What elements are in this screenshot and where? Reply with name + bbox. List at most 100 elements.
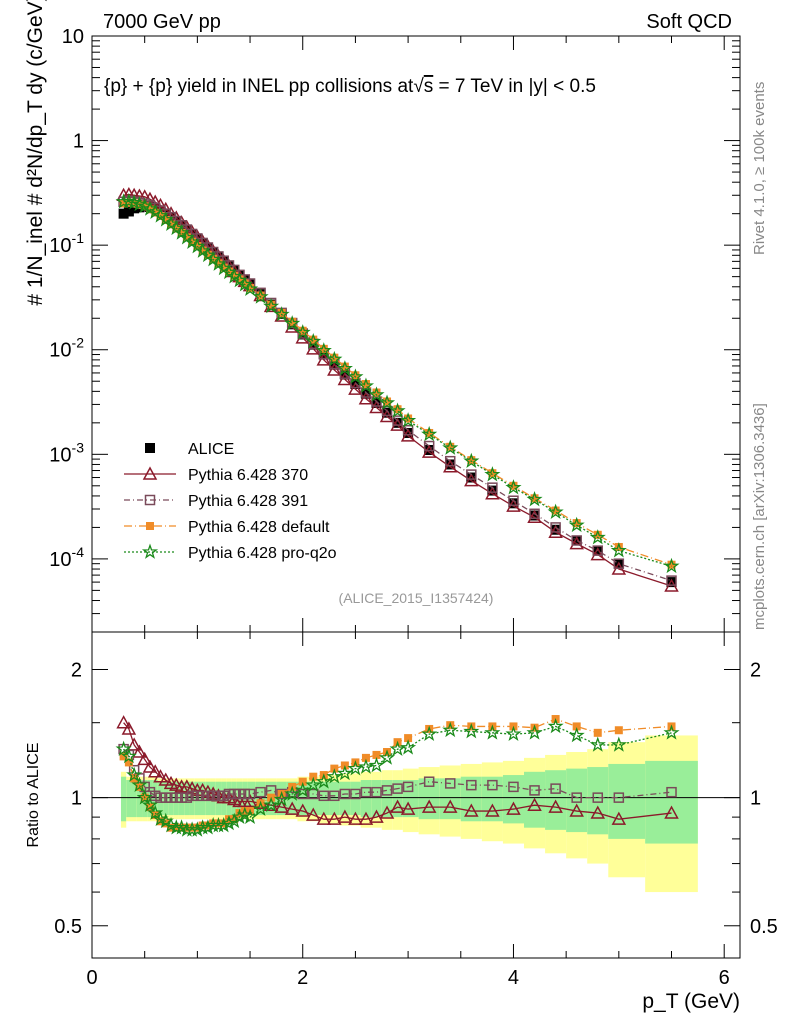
data-point [571, 535, 582, 546]
ratio-data-point [463, 723, 480, 739]
data-point [487, 485, 498, 496]
band-inner [286, 781, 298, 816]
data-point [425, 428, 434, 437]
ratio-data-point [147, 804, 164, 820]
ratio-data-point [121, 721, 137, 735]
data-point [124, 198, 133, 207]
data-point [273, 306, 290, 322]
data-point [214, 259, 223, 268]
y-tick-label: 10 [62, 26, 84, 48]
collision-label: 7000 GeV pp [103, 11, 221, 33]
data-point [529, 510, 540, 521]
band-inner [481, 776, 503, 822]
ratio-data-point [263, 796, 280, 813]
ratio-data-point [423, 776, 435, 787]
data-point [509, 481, 518, 490]
y-axis-label-main: # 1/N_inel # d²N/dp_T dy (c/GeV) [24, 0, 47, 306]
ratio-data-point [611, 811, 627, 825]
data-point [526, 490, 543, 507]
data-point [505, 479, 522, 495]
ratio-data-point [318, 790, 330, 802]
ratio-data-point [215, 817, 232, 833]
data-point [663, 557, 680, 574]
data-point [467, 456, 476, 465]
ratio-data-point [207, 790, 219, 802]
data-point [404, 414, 413, 423]
y-tick-label: 1 [73, 131, 84, 153]
y-tick-label: 10-1 [49, 230, 84, 257]
legend-marker [146, 522, 154, 530]
svg-text:Ratio to ALICE: Ratio to ALICE [25, 743, 42, 848]
legend-label: Pythia 6.428 pro-q2o [188, 545, 337, 562]
ratio-data-point [484, 724, 501, 740]
ratio-data-point [487, 779, 498, 791]
ratio-data-point [663, 724, 680, 740]
ratio-axes: 0 2 4 6 0.5 0.5 1 1 2 2 [54, 660, 778, 989]
data-point [402, 424, 414, 436]
ratio-data-point [360, 786, 372, 798]
ratio-data-point [165, 792, 177, 803]
legend-entry: Pythia 6.428 pro-q2o [124, 543, 337, 562]
ratio-data-point [184, 821, 201, 837]
x-tick-label: 6 [719, 967, 730, 989]
band-inner [163, 781, 169, 816]
data-point [393, 405, 402, 414]
ratio-data-point [168, 819, 185, 835]
data-point [392, 417, 403, 428]
ratio-data-point [244, 788, 256, 800]
ratio-data-point [610, 736, 627, 752]
data-point [572, 519, 581, 528]
ratio-data-point [273, 791, 290, 807]
ratio-data-point [368, 757, 385, 773]
data-point [161, 216, 170, 225]
ratio-data-point [371, 786, 382, 798]
data-point [487, 482, 498, 493]
data-point [129, 203, 140, 214]
data-point [571, 535, 582, 546]
ratio-data-point [126, 766, 143, 782]
ratio-data-point [378, 749, 396, 765]
data-point [358, 391, 374, 405]
legend-label: ALICE [188, 441, 234, 458]
ratio-data-point [240, 807, 249, 816]
ratio-series [115, 715, 680, 837]
band-inner [126, 780, 132, 818]
ratio-data-point [226, 812, 243, 829]
data-point [666, 577, 677, 588]
ratio-data-point [295, 803, 310, 817]
ratio-series-pythia-6-428-pro-q2o [115, 717, 680, 837]
data-point [527, 509, 542, 524]
plot-title-energy: = 7 TeV in |y| < 0.5 [433, 76, 596, 97]
data-point [547, 503, 564, 519]
data-point [613, 558, 625, 569]
category-label: Soft QCD [646, 11, 732, 33]
ratio-data-point [444, 778, 456, 789]
ratio-data-point [613, 792, 625, 803]
data-point [529, 508, 540, 520]
band-inner [566, 768, 588, 833]
ratio-data-point [220, 814, 238, 831]
ratio-data-point [527, 797, 542, 811]
band-inner [178, 781, 185, 816]
data-point [319, 344, 328, 353]
legend-marker [145, 443, 155, 453]
band-inner [439, 778, 461, 820]
ratio-y-tick-label-right: 2 [750, 660, 761, 682]
ratio-data-point [305, 776, 322, 792]
ratio-data-point [242, 793, 258, 808]
plot-title-sqrt: s [424, 76, 434, 97]
ratio-data-point [590, 805, 606, 819]
ratio-data-point [239, 788, 251, 800]
ratio-data-point [158, 772, 174, 786]
ratio-data-point [120, 747, 137, 764]
main-plot-frame [91, 35, 741, 633]
band-inner [329, 781, 340, 816]
data-point [369, 399, 384, 414]
legend-marker [144, 494, 156, 506]
ratio-data-point [505, 725, 522, 741]
ratio-data-point [276, 788, 287, 800]
main-series [115, 186, 680, 592]
data-point [123, 206, 134, 217]
data-point [115, 193, 132, 209]
